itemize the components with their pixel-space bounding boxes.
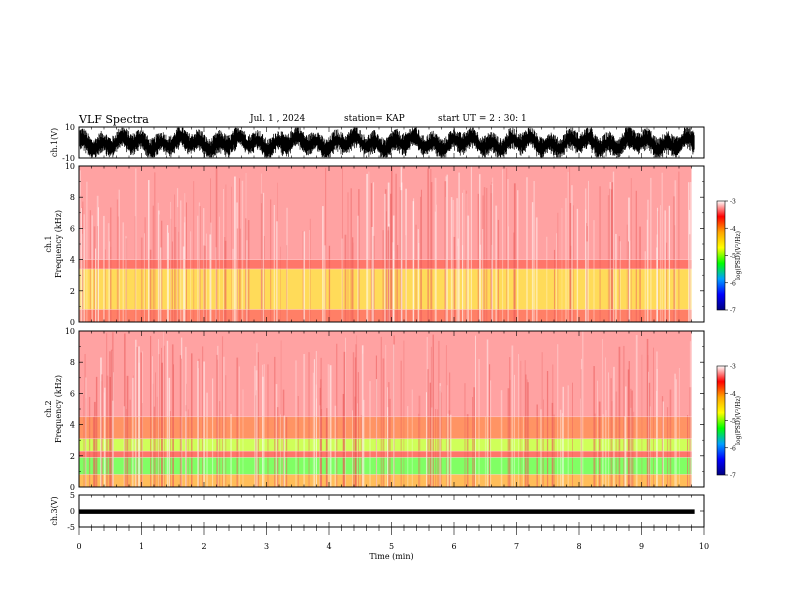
colorbar	[716, 365, 726, 476]
y-tick-label: 0	[70, 483, 75, 492]
x-tick-label: 6	[451, 542, 456, 551]
y-tick-label: 6	[70, 389, 75, 398]
colorbar-tick-label: -3	[730, 364, 736, 371]
x-tick-label: 1	[139, 542, 144, 551]
y-tick-label: 5	[70, 491, 75, 500]
y-label-voltage: ch.3(V)	[50, 496, 59, 525]
plot-layer: ch.1(V)10-10-3-4-5-6-7log(PSD)(V²/Hz)ch.…	[44, 123, 742, 561]
ch2-spectrogram-image	[79, 330, 692, 487]
start-time-label: start UT = 2 : 30: 1	[438, 114, 527, 124]
ch3-waveform-trace	[79, 509, 695, 514]
x-tick-label: 5	[389, 542, 394, 551]
spectrogram-noise	[79, 166, 692, 322]
colorbar-label: log(PSD)(V²/Hz)	[735, 396, 742, 445]
colorbar-label: log(PSD)(V²/Hz)	[735, 231, 742, 280]
ch3-trace-band	[79, 509, 695, 514]
y-tick-label: 2	[70, 452, 75, 461]
y-tick-label: 0	[70, 318, 75, 327]
colorbar-tick-label: -7	[730, 473, 736, 480]
colorbar-tick-label: -3	[730, 199, 736, 206]
y-label-channel: ch.2	[44, 400, 53, 417]
x-tick-label: 8	[576, 542, 581, 551]
date-label: Jul. 1 , 2024	[250, 114, 306, 124]
colorbar-tick-label: -6	[730, 445, 736, 452]
station-label: station= KAP	[344, 114, 405, 124]
colorbar-tick-label: -7	[730, 308, 736, 315]
x-tick-label: 7	[514, 542, 519, 551]
ch1-trace-path	[79, 127, 695, 158]
y-tick-label: 8	[70, 358, 75, 367]
x-axis-label: Time (min)	[369, 552, 413, 561]
y-label-voltage: ch.1(V)	[50, 128, 59, 157]
x-tick-label: 3	[264, 542, 269, 551]
y-tick-label: 10	[65, 162, 75, 171]
x-tick-label: 2	[201, 542, 206, 551]
colorbar-tick-label: -5	[730, 253, 736, 260]
y-tick-label: 10	[65, 123, 75, 132]
ch1-spectrogram-image	[79, 165, 692, 322]
colorbar-tick-label: -4	[730, 391, 736, 398]
y-tick-label: -10	[62, 154, 75, 163]
y-tick-label: 4	[70, 421, 75, 430]
x-tick-label: 0	[76, 542, 81, 551]
y-tick-label: 10	[65, 327, 75, 336]
y-tick-label: 0	[70, 507, 75, 516]
y-label-channel: ch.1	[44, 235, 53, 252]
x-tick-label: 4	[326, 542, 331, 551]
y-tick-label: 8	[70, 193, 75, 202]
figure-title: VLF Spectra	[79, 113, 149, 126]
ch1-waveform-trace	[79, 127, 695, 158]
y-tick-label: 2	[70, 287, 75, 296]
spectrogram-noise	[79, 331, 692, 487]
colorbar-tick-label: -4	[730, 226, 736, 233]
y-tick-label: 6	[70, 224, 75, 233]
y-tick-label: -5	[67, 523, 75, 532]
y-label-frequency: Frequency (kHz)	[54, 375, 63, 443]
x-tick-label: 10	[699, 542, 709, 551]
colorbar-tick-label: -6	[730, 280, 736, 287]
colorbar-tick-label: -5	[730, 418, 736, 425]
y-label-frequency: Frequency (kHz)	[54, 210, 63, 278]
y-tick-label: 4	[70, 256, 75, 265]
x-tick-label: 9	[639, 542, 644, 551]
colorbar	[716, 200, 726, 311]
